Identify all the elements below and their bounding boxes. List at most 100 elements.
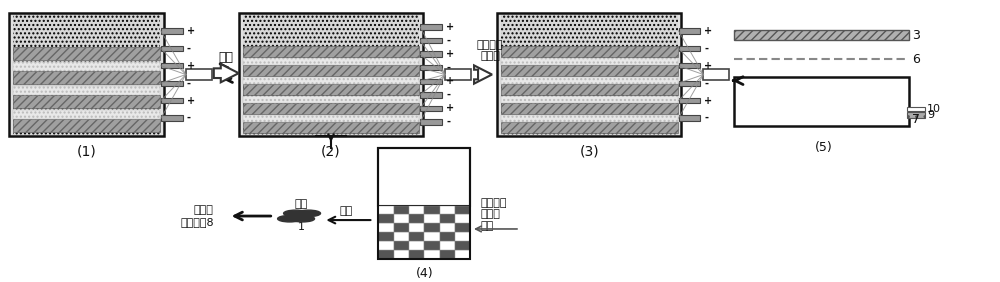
Bar <box>420 119 442 125</box>
Text: -: - <box>187 113 191 123</box>
Bar <box>239 14 423 136</box>
Bar <box>409 241 424 250</box>
Bar <box>394 250 409 259</box>
Text: -: - <box>187 43 191 53</box>
Text: +: + <box>446 22 454 32</box>
Bar <box>378 241 394 250</box>
Bar <box>378 215 394 223</box>
Bar <box>420 65 442 70</box>
Text: +: + <box>704 61 713 71</box>
Bar <box>497 14 681 136</box>
Bar <box>243 65 419 76</box>
Bar <box>409 206 424 215</box>
Bar <box>679 46 700 51</box>
Bar <box>243 58 419 65</box>
Polygon shape <box>214 64 239 82</box>
Bar <box>501 84 678 95</box>
Bar <box>424 223 440 232</box>
Text: (3): (3) <box>579 145 599 159</box>
Text: 9: 9 <box>927 110 934 120</box>
Text: -: - <box>446 117 450 127</box>
Circle shape <box>291 215 315 222</box>
Bar <box>243 15 419 135</box>
Bar <box>378 148 470 206</box>
Bar <box>420 106 442 111</box>
Bar <box>501 122 678 133</box>
Bar <box>378 148 470 259</box>
Circle shape <box>284 210 308 217</box>
Bar <box>455 232 470 241</box>
Bar <box>161 28 183 34</box>
Bar <box>501 65 678 76</box>
Bar <box>679 28 700 34</box>
Bar <box>161 115 183 121</box>
Bar <box>679 63 700 69</box>
Bar <box>440 232 455 241</box>
Bar <box>501 103 678 114</box>
Text: +: + <box>187 96 195 106</box>
Bar <box>440 223 455 232</box>
Bar <box>394 232 409 241</box>
Bar <box>440 250 455 259</box>
Bar <box>243 77 419 84</box>
Bar <box>378 223 394 232</box>
Bar <box>445 69 471 80</box>
Bar <box>13 62 160 70</box>
Bar <box>679 98 700 103</box>
Bar <box>13 110 160 118</box>
Bar <box>243 96 419 103</box>
Bar <box>424 206 440 215</box>
Bar <box>186 69 212 80</box>
Bar <box>424 241 440 250</box>
Bar <box>378 206 394 215</box>
Bar <box>394 223 409 232</box>
Bar <box>13 86 160 94</box>
Bar <box>409 250 424 259</box>
Bar <box>420 24 442 30</box>
Bar <box>734 30 909 40</box>
Bar <box>501 115 678 122</box>
Bar <box>455 206 470 215</box>
Text: -: - <box>446 63 450 73</box>
Bar <box>907 112 925 118</box>
Circle shape <box>278 215 302 222</box>
Polygon shape <box>474 65 492 84</box>
Bar <box>13 47 160 60</box>
Text: -: - <box>446 36 450 46</box>
Text: 1: 1 <box>298 222 305 232</box>
Bar <box>501 77 678 84</box>
Bar <box>161 81 183 86</box>
Bar <box>420 92 442 98</box>
Bar <box>455 250 470 259</box>
Bar <box>440 215 455 223</box>
Text: -: - <box>704 113 708 123</box>
Bar <box>907 107 925 111</box>
Bar <box>243 115 419 122</box>
Bar <box>409 232 424 241</box>
Text: +: + <box>704 96 713 106</box>
Bar <box>501 96 678 103</box>
Bar <box>703 69 729 80</box>
Bar <box>679 81 700 86</box>
Text: +: + <box>187 61 195 71</box>
Text: 过滤: 过滤 <box>339 206 353 216</box>
Bar <box>161 63 183 69</box>
Bar <box>501 15 678 135</box>
Text: 莆馏: 莆馏 <box>295 199 308 210</box>
Text: -: - <box>704 43 708 53</box>
Text: -: - <box>187 78 191 88</box>
Text: 6: 6 <box>912 53 920 66</box>
Bar <box>13 15 160 135</box>
Text: (4): (4) <box>415 267 433 280</box>
Bar <box>440 206 455 215</box>
Bar <box>734 76 909 126</box>
Text: +: + <box>446 103 454 113</box>
Bar <box>243 46 419 57</box>
Bar <box>243 84 419 95</box>
Text: 溶剂: 溶剂 <box>219 51 234 64</box>
Bar <box>420 79 442 84</box>
Bar <box>378 250 394 259</box>
Bar <box>409 223 424 232</box>
Bar <box>420 52 442 57</box>
Bar <box>424 232 440 241</box>
